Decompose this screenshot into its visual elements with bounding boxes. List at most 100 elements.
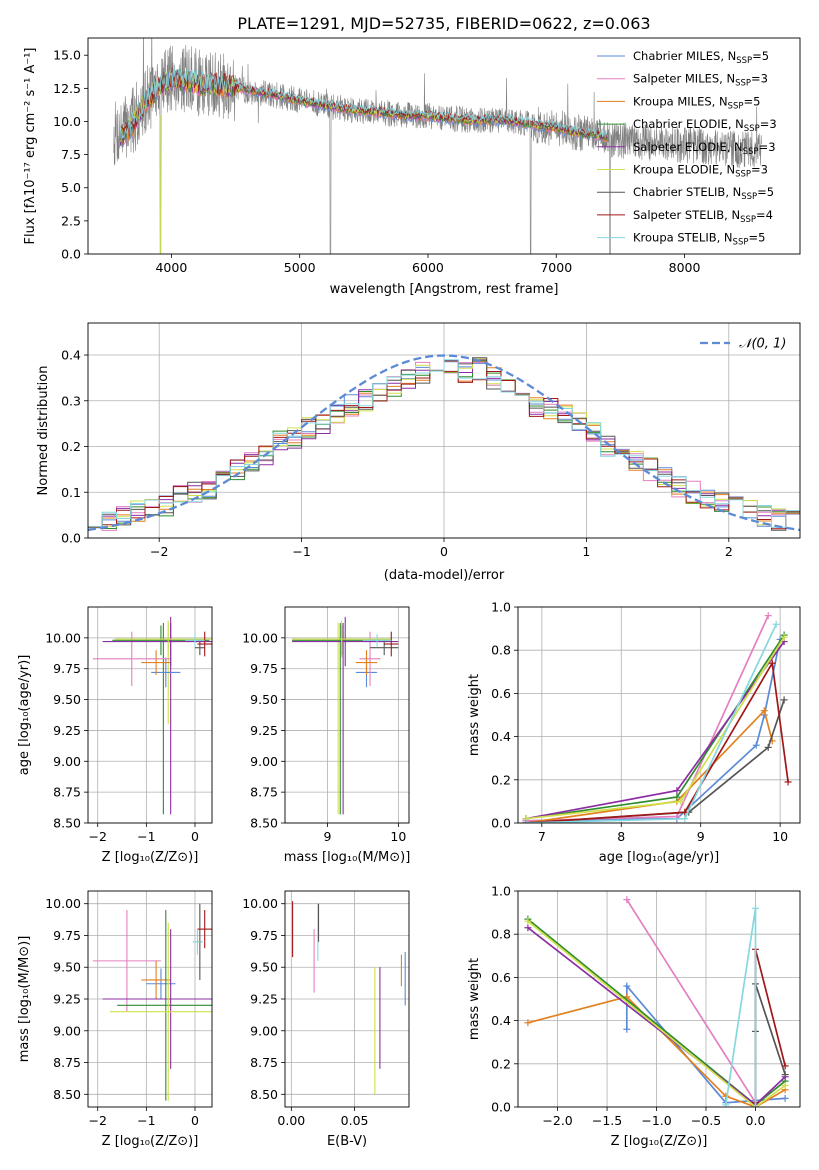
x-axis-label: mass [log₁₀(M/M⊙)]	[284, 850, 411, 865]
y-axis-label: age [log₁₀(age/yr)]	[17, 655, 32, 776]
y-tick-label: 2.5	[61, 213, 81, 228]
x-tick-label: 8000	[669, 260, 701, 275]
legend-label: 𝒩(0, 1)	[739, 337, 786, 352]
y-tick-label: 8.50	[250, 1087, 278, 1102]
x-tick-label: −1.5	[592, 1113, 622, 1128]
x-axis-label: Z [log₁₀(Z/Z⊙)]	[102, 850, 199, 865]
y-tick-label: 8.50	[250, 816, 278, 831]
y-tick-label: 9.25	[53, 992, 81, 1007]
y-tick-label: 9.50	[250, 692, 278, 707]
x-axis-label: E(B-V)	[327, 1134, 367, 1149]
x-tick-label: 1	[582, 544, 590, 559]
y-tick-label: 0.2	[61, 439, 81, 454]
point-salpeter-stelib	[784, 778, 792, 786]
panel-residuals: −2 −1 0 1 2 0.0 0.1 0.2 0.3 0.4 𝒩(0, 1) (data-model…	[36, 322, 801, 583]
legend-label-sub: SSP	[736, 56, 752, 66]
x-tick-label: −0.5	[691, 1113, 721, 1128]
point-kroupa-miles	[524, 1019, 532, 1027]
y-tick-label: 0.0	[491, 1100, 511, 1115]
x-tick-label: 8	[617, 829, 625, 844]
legend-label: Kroupa MILES, NSSP=5	[633, 94, 760, 111]
y-tick-label: 0.8	[491, 927, 511, 942]
legend-label: Chabrier MILES, NSSP=5	[633, 49, 769, 66]
y-tick-label: 0.3	[61, 393, 81, 408]
legend-label-tail: =3	[760, 117, 777, 131]
legend-label-tail: =5	[748, 231, 765, 245]
y-tick-label: 9.25	[250, 723, 278, 738]
point-kroupa-stelib	[522, 819, 530, 823]
x-tick-label: 6000	[412, 260, 444, 275]
point-salpeter-miles	[623, 896, 631, 904]
point-kroupa-elodie	[781, 1081, 789, 1089]
y-tick-label: 9.50	[53, 692, 81, 707]
point-chabrier-miles	[781, 1094, 789, 1102]
legend-label-tail: =4	[756, 208, 773, 222]
x-tick-label: 9	[324, 829, 332, 844]
y-tick-label: 8.50	[53, 1087, 81, 1102]
figure-title: PLATE=1291, MJD=52735, FIBERID=0622, z=0…	[237, 14, 650, 33]
y-tick-label: 10.00	[45, 630, 81, 645]
point-kroupa-miles	[760, 707, 768, 715]
panel-age-vs-mass: 9 10 8.50 8.75 9.00 9.25 9.50 9.75 10.00 mass [lo…	[242, 606, 411, 865]
x-tick-label: −1	[137, 1113, 155, 1128]
y-tick-label: 10.0	[53, 114, 81, 129]
y-tick-label: 9.00	[53, 754, 81, 769]
y-tick-label: 9.00	[250, 1023, 278, 1038]
point-chabrier-stelib	[764, 743, 772, 751]
x-tick-label: 0	[191, 1113, 199, 1128]
y-tick-label: 0.2	[491, 1056, 511, 1071]
legend-label-tail: =3	[759, 140, 776, 154]
point-chabrier-miles	[623, 1025, 631, 1033]
y-axis-label: mass [log₁₀(M/M⊙)]	[17, 936, 32, 1063]
plot-area	[92, 903, 212, 1101]
legend-label-text: Chabrier MILES, N	[633, 49, 736, 63]
legend-label-text: Kroupa STELIB, N	[633, 231, 733, 245]
plot-area	[522, 612, 792, 823]
y-tick-label: 8.75	[250, 1055, 278, 1070]
y-tick-label: 9.50	[53, 960, 81, 975]
series-line-kroupa-miles	[525, 709, 774, 823]
legend-label-tail: =3	[751, 72, 768, 86]
x-tick-label: 0	[440, 544, 448, 559]
x-axis-label: wavelength [Angstrom, rest frame]	[330, 282, 559, 297]
y-tick-label: 9.75	[250, 928, 278, 943]
x-tick-label: −2	[150, 544, 168, 559]
axes-frame	[284, 606, 410, 824]
point-salpeter-miles	[764, 612, 772, 620]
plot-area	[292, 616, 399, 815]
point-kroupa-stelib	[751, 1103, 759, 1107]
panel-spectrum: 4000 5000 6000 7000 8000 0.0 2.5 5.0 7.5 10.0 12.5…	[23, 37, 801, 297]
legend-label-sub: SSP	[735, 79, 751, 89]
x-tick-label: 2	[725, 544, 733, 559]
y-tick-label: 8.50	[53, 816, 81, 831]
model-line-kroupa-stelib	[119, 65, 608, 139]
plot-area	[292, 901, 406, 1095]
axes-frame	[284, 890, 410, 1108]
y-tick-label: 0.2	[491, 772, 511, 787]
legend-label: Chabrier ELODIE, NSSP=3	[633, 117, 777, 134]
legend-label-sub: SSP	[743, 147, 759, 157]
point-chabrier-miles	[752, 741, 760, 749]
legend-label-sub: SSP	[744, 124, 760, 134]
y-axis-label: Flux [fλ10⁻¹⁷ erg cm⁻² s⁻¹ A⁻¹]	[23, 48, 38, 245]
point-salpeter-elodie	[524, 924, 532, 932]
y-tick-label: 5.0	[61, 180, 81, 195]
legend-label: Salpeter MILES, NSSP=3	[633, 72, 768, 89]
series-line-kroupa-elodie	[527, 920, 786, 1107]
legend-label-tail: =3	[751, 163, 768, 177]
plot-area	[524, 896, 789, 1107]
x-tick-label: −1	[137, 829, 155, 844]
legend-label-tail: =5	[752, 49, 769, 63]
series-line-salpeter-miles	[626, 899, 757, 1104]
axes-frame	[87, 606, 213, 824]
y-tick-label: 1.0	[491, 600, 511, 615]
x-tick-label: −2.0	[542, 1113, 572, 1128]
x-tick-label: 7000	[540, 260, 572, 275]
y-tick-label: 0.4	[491, 1013, 511, 1028]
legend-label-text: Salpeter MILES, N	[633, 72, 735, 86]
axes-frame	[517, 606, 801, 824]
legend-label: Salpeter STELIB, NSSP=4	[633, 208, 773, 225]
legend-label: Chabrier STELIB, NSSP=5	[633, 185, 774, 202]
x-tick-label: −2	[89, 829, 107, 844]
